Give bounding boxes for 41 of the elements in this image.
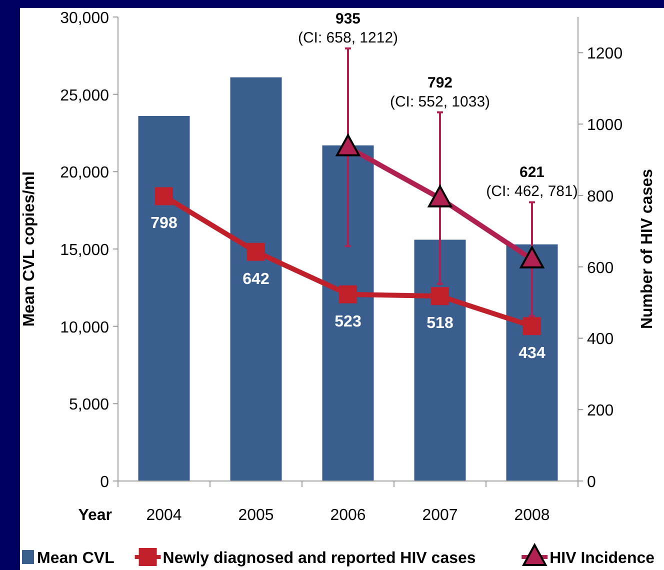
x-tick-label: 2005 — [238, 507, 274, 524]
y2-tick-label: 0 — [587, 474, 596, 491]
bar — [138, 116, 190, 481]
y2-tick-label: 1200 — [587, 46, 623, 63]
y-tick-label: 0 — [100, 474, 110, 491]
data-label: 523 — [334, 313, 362, 330]
y2-axis-title: Number of HIV cases — [639, 168, 656, 330]
bar — [414, 240, 466, 481]
data-label: 642 — [242, 270, 270, 288]
annotation: (CI: 462, 781) — [486, 183, 578, 200]
y2-tick-label: 600 — [587, 260, 614, 277]
y-tick-label: 15,000 — [60, 242, 110, 259]
annotation: (CI: 552, 1033) — [390, 93, 490, 110]
data-label: 798 — [150, 215, 178, 232]
y2-tick-label: 1000 — [587, 117, 623, 134]
y-tick-label: 5,000 — [68, 396, 110, 414]
bar — [230, 77, 282, 481]
annotation: 935 — [335, 10, 361, 28]
y-tick-label: 20,000 — [60, 164, 110, 182]
x-axis-title: Year — [78, 507, 112, 524]
x-tick-label: 2007 — [422, 507, 458, 524]
legend-label: Newly diagnosed and reported HIV cases — [162, 550, 476, 567]
legend-label: Mean CVL — [37, 550, 115, 567]
x-tick-label: 2006 — [330, 507, 366, 524]
y2-tick-label: 800 — [587, 188, 614, 206]
annotation: 621 — [519, 164, 545, 182]
y2-tick-label: 200 — [587, 402, 614, 420]
x-tick-label: 2008 — [514, 507, 550, 524]
data-label: 518 — [426, 315, 454, 332]
y-axis-title: Mean CVL copies/ml — [21, 171, 38, 327]
annotation: (CI: 658, 1212) — [298, 29, 398, 46]
bar — [506, 244, 558, 481]
bar — [322, 145, 374, 481]
x-tick-label: 2004 — [146, 507, 182, 524]
annotation: 792 — [427, 74, 453, 92]
y2-tick-label: 400 — [587, 331, 614, 348]
y-tick-label: 25,000 — [60, 87, 110, 104]
y-tick-label: 30,000 — [60, 10, 110, 27]
legend-label: HIV Incidence — [550, 550, 655, 567]
data-label: 434 — [518, 345, 546, 362]
y-tick-label: 10,000 — [60, 319, 110, 336]
